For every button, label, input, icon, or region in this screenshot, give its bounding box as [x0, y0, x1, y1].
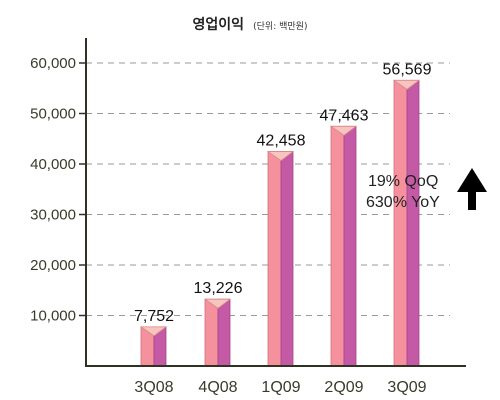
bar — [329, 125, 358, 367]
y-tick-label: 30,000 — [30, 207, 76, 224]
growth-yoy-label: 630% YoY — [366, 194, 440, 211]
bar-side — [343, 125, 357, 367]
bar-front — [267, 151, 282, 367]
data-label: 42,458 — [257, 133, 306, 150]
page-title: 영업이익 (단위: 백만원) — [0, 14, 500, 34]
y-tick-label: 40,000 — [30, 156, 76, 173]
x-tick-label: 2Q09 — [324, 379, 363, 396]
growth-annotation: 19% QoQ 630% YoY — [366, 168, 487, 211]
bar-side — [217, 298, 231, 367]
up-arrow-icon — [457, 168, 487, 210]
bar — [139, 326, 168, 367]
bar-top — [139, 326, 168, 337]
bar-top — [266, 151, 295, 162]
bar-top — [392, 79, 421, 90]
x-tick-label: 3Q09 — [387, 379, 426, 396]
data-label: 13,226 — [194, 280, 243, 297]
bar-front — [330, 125, 345, 367]
x-tick-label: 4Q08 — [198, 379, 237, 396]
data-label: 56,569 — [383, 61, 432, 78]
unit-note: (단위: 백만원) — [253, 22, 308, 32]
bar — [392, 79, 421, 367]
bar-front — [204, 298, 219, 367]
x-tick-label: 1Q09 — [261, 379, 300, 396]
data-label: 47,463 — [320, 107, 369, 124]
bar-top — [203, 298, 232, 309]
bar — [266, 151, 295, 367]
y-tick-label: 10,000 — [30, 308, 76, 325]
bar-front — [393, 79, 408, 367]
bar-side — [280, 151, 294, 367]
y-axis-ticks: 10,000 20,000 30,000 40,000 50,000 60,000 — [30, 55, 76, 325]
growth-qoq-label: 19% QoQ — [368, 173, 438, 190]
y-tick-label: 60,000 — [30, 55, 76, 72]
data-label: 7,752 — [134, 308, 174, 325]
y-tick-label: 50,000 — [30, 106, 76, 123]
chart-title: 영업이익 — [192, 17, 245, 33]
bars — [139, 79, 421, 367]
data-labels: 7,752 13,226 42,458 47,463 56,569 — [134, 61, 432, 325]
y-tick-label: 20,000 — [30, 257, 76, 274]
bar-top — [329, 125, 358, 136]
bar — [203, 298, 232, 367]
bar-side — [406, 79, 420, 367]
x-axis-ticks: 3Q08 4Q08 1Q09 2Q09 3Q09 — [134, 379, 426, 396]
x-tick-label: 3Q08 — [134, 379, 173, 396]
